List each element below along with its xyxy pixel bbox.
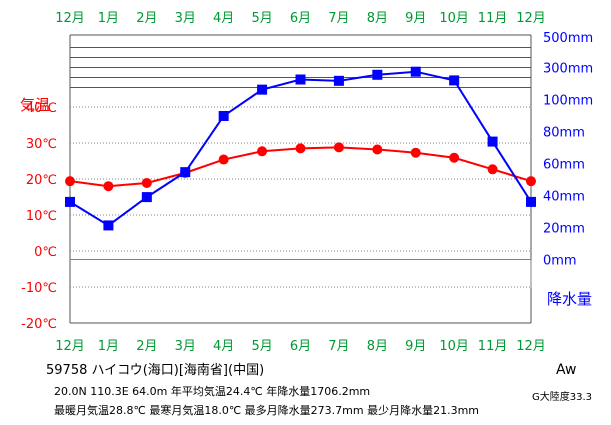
bottom-month-label: 5月: [251, 339, 272, 354]
temperature-point: [372, 144, 383, 155]
precipitation-series: [65, 66, 536, 231]
temperature-axis: 気温 40℃ 30℃ 20℃ 10℃ 0℃ -10℃ -20℃: [20, 96, 57, 332]
bottom-month-axis: 12月 1月 2月 3月 4月 5月 6月 7月 8月 9月 10月 11月 12月: [55, 339, 546, 354]
bottom-month-label: 12月: [516, 339, 546, 354]
precipitation-point: [487, 136, 498, 147]
bottom-month-label: 3月: [175, 339, 196, 354]
precipitation-point: [218, 110, 229, 121]
chart-grid: [69, 34, 532, 324]
precipitation-tick-label: 20mm: [543, 222, 585, 237]
top-month-label: 2月: [136, 11, 157, 26]
bottom-month-label: 1月: [98, 339, 119, 354]
bottom-month-label: 2月: [136, 339, 157, 354]
climate-class: Aw: [556, 362, 577, 378]
top-month-axis: 12月 1月 2月 3月 4月 5月 6月 7月 8月 9月 10月 11月 12月: [55, 11, 546, 26]
top-month-label: 5月: [251, 11, 272, 26]
precipitation-point: [295, 74, 306, 85]
precipitation-tick-label: 80mm: [543, 126, 585, 141]
precipitation-point: [257, 84, 268, 95]
precipitation-tick-label: 100mm: [543, 94, 593, 109]
bottom-month-label: 11月: [478, 339, 508, 354]
temperature-tick-label: 0℃: [34, 245, 57, 260]
continentality-index: G大陸度33.3: [532, 392, 593, 403]
top-month-label: 1月: [98, 11, 119, 26]
temperature-axis-title: 気温: [20, 96, 50, 114]
top-month-label: 10月: [439, 11, 469, 26]
precipitation-axis-title: 降水量: [547, 290, 592, 308]
precipitation-point: [372, 69, 383, 80]
temperature-point: [333, 142, 344, 153]
bottom-month-label: 10月: [439, 339, 469, 354]
precipitation-point: [180, 167, 191, 178]
bottom-month-label: 4月: [213, 339, 234, 354]
temperature-point: [295, 143, 306, 154]
temperature-point: [410, 147, 421, 158]
bottom-month-label: 8月: [367, 339, 388, 354]
top-month-label: 7月: [328, 11, 349, 26]
temperature-point: [103, 181, 114, 192]
temperature-point: [526, 176, 536, 187]
temperature-tick-label: 10℃: [26, 209, 57, 224]
precipitation-point: [141, 192, 152, 203]
precipitation-point: [449, 75, 460, 86]
precipitation-tick-label: 60mm: [543, 158, 585, 173]
top-month-label: 12月: [55, 11, 85, 26]
top-month-label: 9月: [405, 11, 426, 26]
precipitation-tick-label: 40mm: [543, 190, 585, 205]
temperature-tick-label: 20℃: [26, 173, 57, 188]
temperature-point: [141, 177, 152, 188]
top-month-label: 4月: [213, 11, 234, 26]
precipitation-point: [103, 220, 114, 231]
precipitation-point: [65, 196, 75, 207]
precipitation-tick-label: 0mm: [543, 254, 577, 269]
precipitation-point: [333, 75, 344, 86]
temperature-tick-label: 30℃: [26, 137, 57, 152]
temperature-tick-label: -10℃: [21, 281, 57, 296]
top-month-label: 11月: [478, 11, 508, 26]
station-name: 59758 ハイコウ(海口)[海南省](中国): [46, 363, 265, 378]
temperature-tick-label: 40℃: [26, 101, 57, 116]
bottom-month-label: 6月: [290, 339, 311, 354]
top-month-label: 8月: [367, 11, 388, 26]
bottom-month-label: 7月: [328, 339, 349, 354]
temperature-point: [218, 154, 229, 165]
precipitation-axis: 降水量 500mm 300mm 100mm 80mm 60mm 40mm 20mm 0mm: [543, 31, 593, 308]
temperature-series: [65, 142, 536, 192]
top-month-label: 6月: [290, 11, 311, 26]
precipitation-tick-label: 500mm: [543, 31, 593, 46]
bottom-month-label: 12月: [55, 339, 85, 354]
top-month-label: 12月: [516, 11, 546, 26]
top-month-label: 3月: [175, 11, 196, 26]
temperature-point: [65, 176, 75, 187]
temperature-point: [487, 164, 498, 175]
temperature-point: [257, 146, 268, 157]
station-summary: 20.0N 110.3E 64.0m 年平均気温24.4℃ 年降水量1706.2…: [54, 385, 371, 398]
precipitation-point: [526, 196, 536, 207]
station-extremes: 最暖月気温28.8℃ 最寒月気温18.0℃ 最多月降水量273.7mm 最少月降…: [54, 404, 480, 417]
bottom-month-label: 9月: [405, 339, 426, 354]
precipitation-point: [410, 66, 421, 77]
temperature-tick-label: -20℃: [21, 317, 57, 332]
precipitation-tick-label: 300mm: [543, 62, 593, 77]
temperature-point: [449, 152, 460, 163]
